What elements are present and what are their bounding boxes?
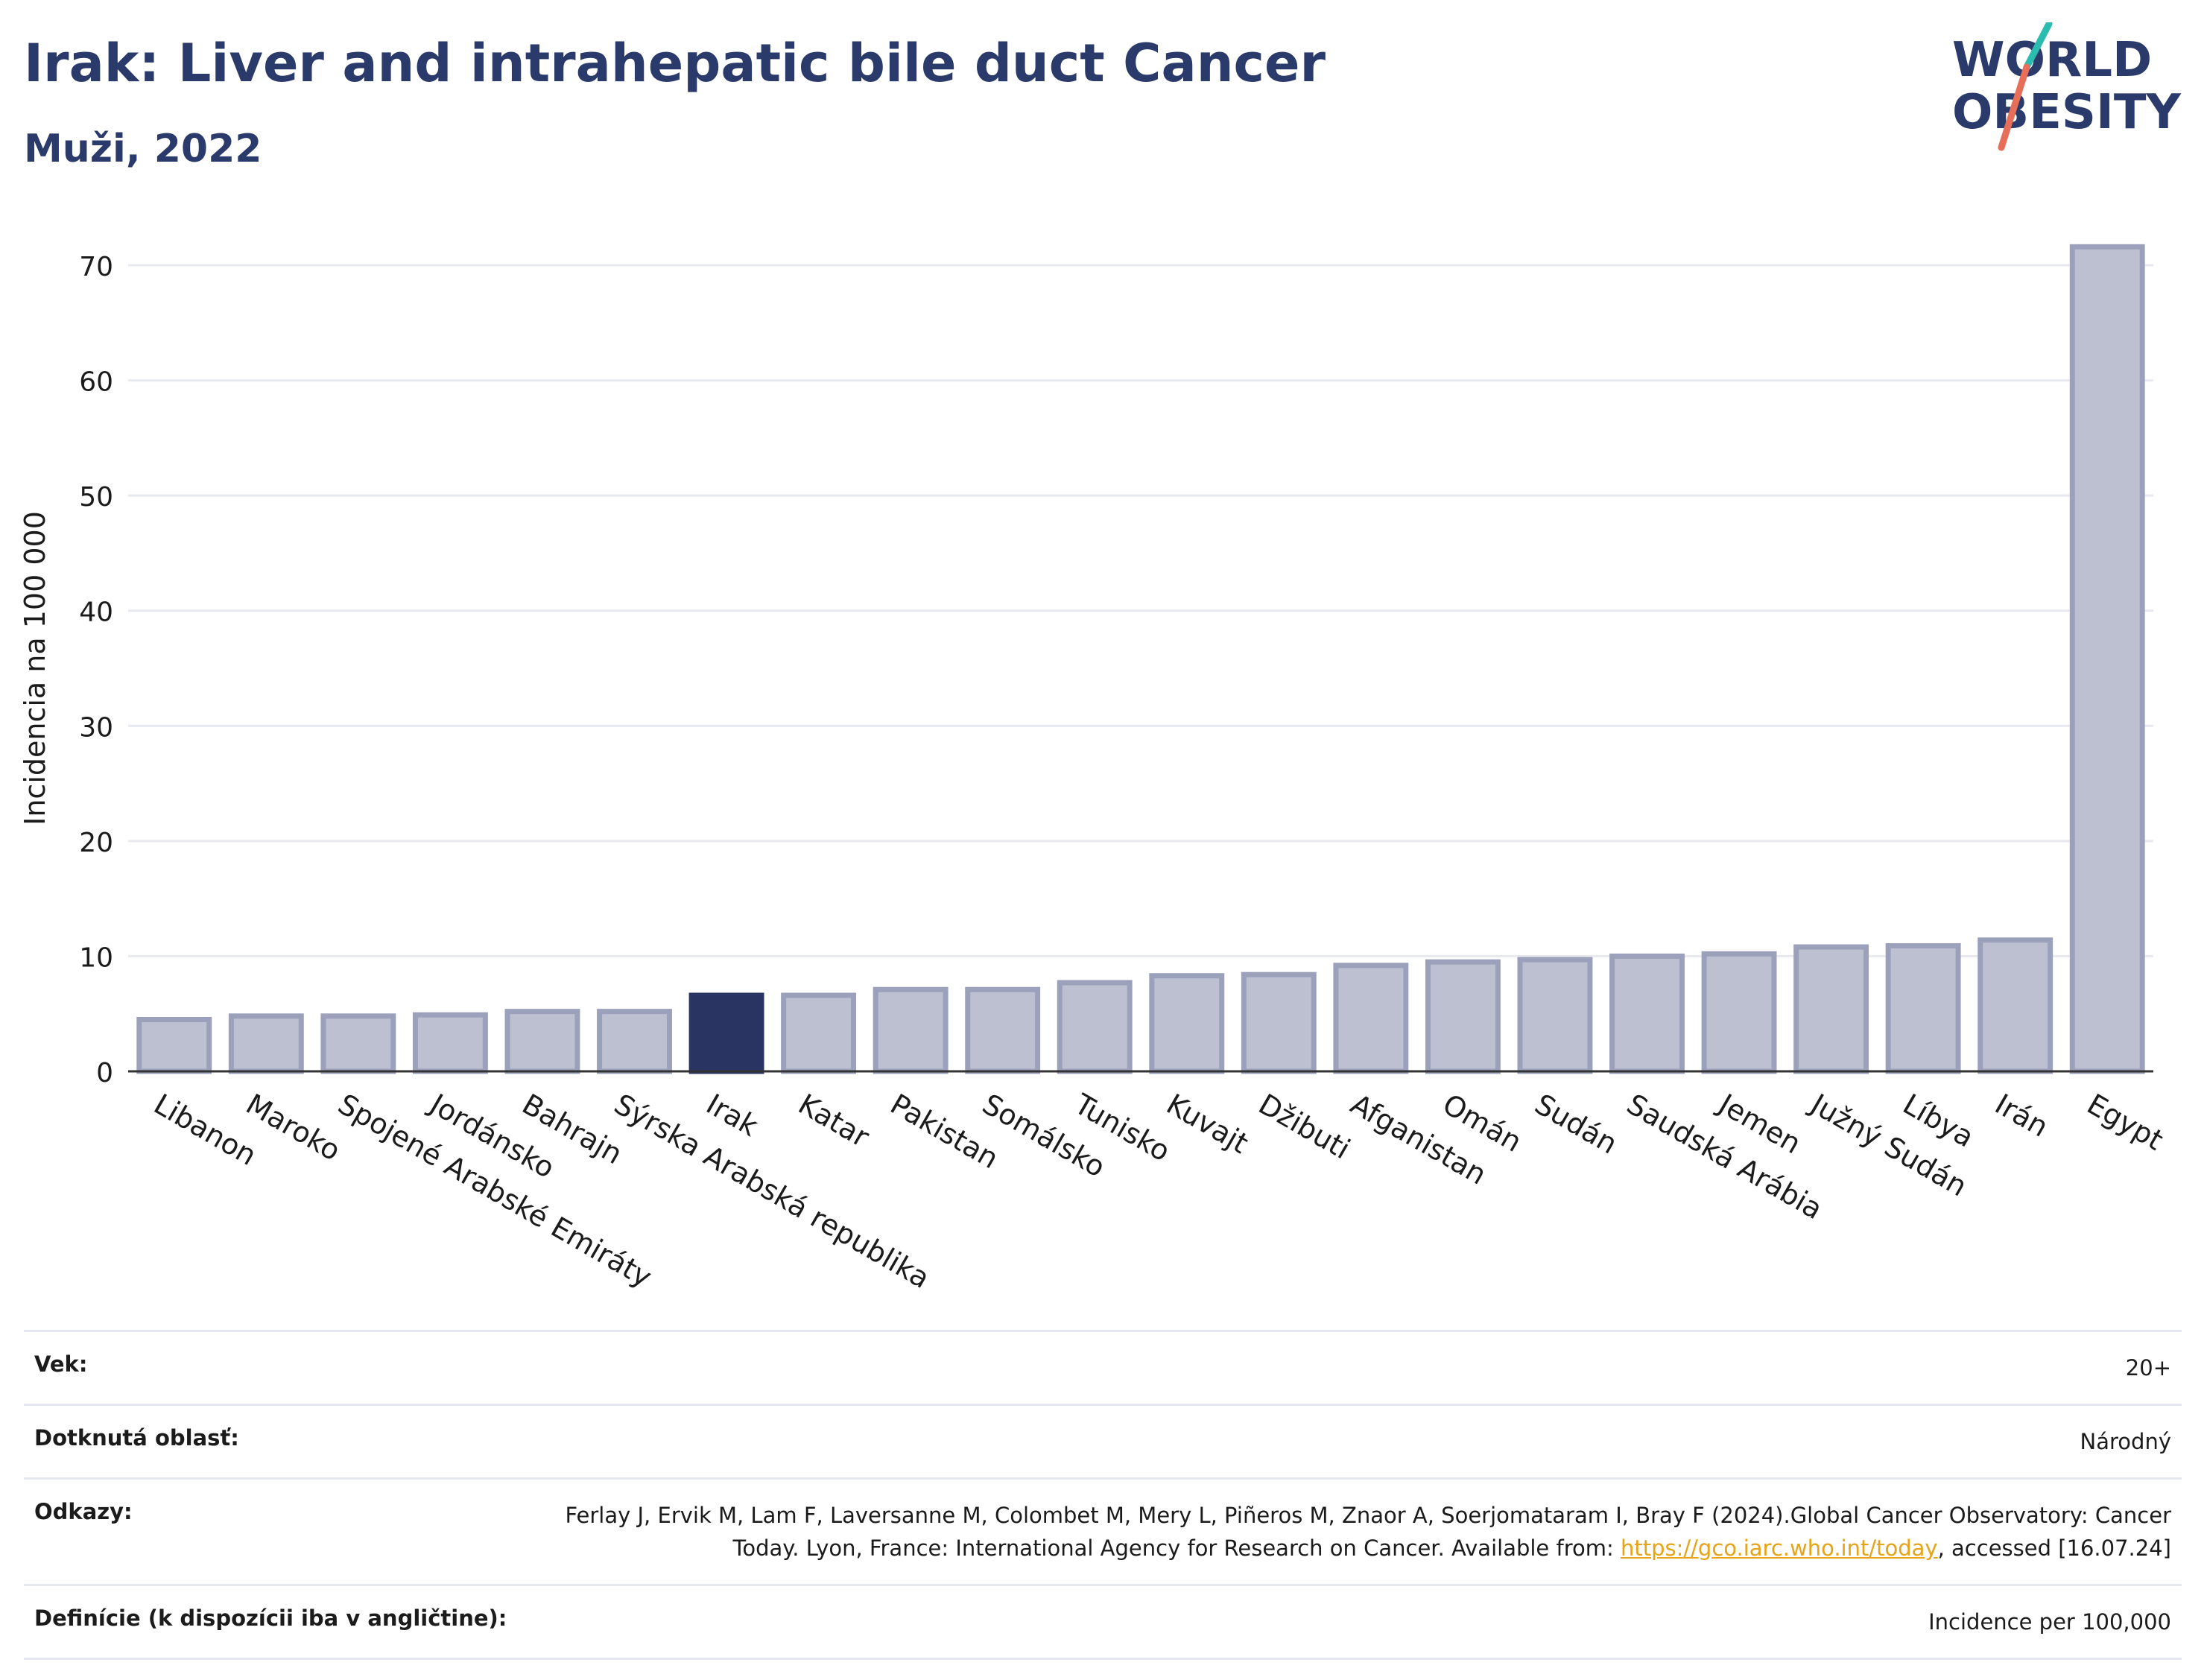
bar bbox=[1425, 959, 1501, 1074]
references-text-2: , accessed [16.07.24] bbox=[1937, 1535, 2171, 1561]
definitions-label: Definície (k dispozícii iba v angličtine… bbox=[34, 1605, 507, 1631]
y-tick-label: 30 bbox=[79, 712, 113, 743]
definitions-value: Incidence per 100,000 bbox=[1928, 1609, 2171, 1635]
y-axis-label: Incidencia na 100 000 bbox=[19, 511, 51, 825]
bar bbox=[1241, 971, 1317, 1074]
y-tick-label: 10 bbox=[79, 942, 113, 973]
area-label: Dotknutá oblasť: bbox=[34, 1425, 239, 1451]
grid-lines bbox=[128, 264, 2153, 957]
x-tick-label: Sudán bbox=[1529, 1088, 1623, 1161]
references-text-1: Ferlay J, Ervik M, Lam F, Laversanne M, … bbox=[565, 1503, 2171, 1561]
area-value: Národný bbox=[2080, 1429, 2171, 1454]
bar bbox=[1333, 963, 1409, 1074]
bar bbox=[136, 1016, 212, 1074]
bar bbox=[1701, 951, 1777, 1074]
x-tick-label: Džibuti bbox=[1253, 1088, 1356, 1166]
y-tick-label: 40 bbox=[79, 597, 113, 628]
bar bbox=[2069, 244, 2145, 1074]
age-label: Vek: bbox=[34, 1351, 88, 1377]
bar bbox=[965, 986, 1041, 1074]
bar bbox=[1057, 980, 1133, 1074]
bars bbox=[136, 244, 2145, 1074]
logo-slash-coral bbox=[1998, 63, 2030, 151]
meta-row-definitions: Definície (k dispozícii iba v angličtine… bbox=[24, 1584, 2182, 1660]
bar bbox=[688, 992, 764, 1074]
y-tick-label: 0 bbox=[96, 1058, 113, 1088]
bar bbox=[1885, 943, 1961, 1074]
y-tick-label: 50 bbox=[79, 482, 113, 513]
y-tick-label: 60 bbox=[79, 367, 113, 398]
bar bbox=[320, 1013, 396, 1074]
bar bbox=[1149, 973, 1225, 1074]
x-tick-label: Kuvajt bbox=[1161, 1088, 1253, 1160]
chart-subtitle: Muži, 2022 bbox=[24, 127, 262, 171]
bar bbox=[412, 1012, 488, 1074]
bar bbox=[1793, 944, 1869, 1074]
meta-row-references: Odkazy: Ferlay J, Ervik M, Lam F, Lavers… bbox=[24, 1477, 2182, 1584]
x-tick-label: Irán bbox=[1989, 1088, 2053, 1144]
world-obesity-logo: WORLD OBESITY bbox=[1952, 22, 2181, 151]
x-tick-label: Južný Sudán bbox=[1804, 1087, 1972, 1203]
metadata-table: Vek: 20+ Dotknutá oblasť: Národný Odkazy… bbox=[24, 1330, 2182, 1660]
bar bbox=[873, 986, 949, 1074]
logo-line-2: OBESITY bbox=[1952, 85, 2181, 140]
references-value: Ferlay J, Ervik M, Lam F, Laversanne M, … bbox=[510, 1499, 2171, 1565]
meta-row-age: Vek: 20+ bbox=[24, 1330, 2182, 1404]
bar bbox=[228, 1013, 304, 1074]
age-value: 20+ bbox=[2125, 1355, 2171, 1381]
x-tick-label: Katar bbox=[793, 1088, 875, 1154]
bar bbox=[1977, 937, 2053, 1074]
x-tick-label: Maroko bbox=[241, 1088, 346, 1167]
y-tick-label: 20 bbox=[79, 828, 113, 858]
bar bbox=[781, 992, 857, 1074]
logo-line-1: WORLD bbox=[1952, 33, 2152, 88]
bar bbox=[504, 1009, 580, 1074]
x-tick-label: Sýrska Arabská republika bbox=[609, 1088, 935, 1295]
x-tick-label: Irak bbox=[701, 1088, 764, 1143]
x-tick-label: Egypt bbox=[2082, 1088, 2169, 1157]
bar bbox=[1609, 953, 1685, 1074]
references-label: Odkazy: bbox=[34, 1499, 133, 1524]
y-tick-labels: 0 10 20 30 40 50 60 70 bbox=[79, 252, 113, 1088]
meta-row-area: Dotknutá oblasť: Národný bbox=[24, 1404, 2182, 1477]
y-tick-label: 70 bbox=[79, 252, 113, 282]
chart-title: Irak: Liver and intrahepatic bile duct C… bbox=[24, 33, 1326, 94]
bar bbox=[597, 1009, 672, 1074]
references-link[interactable]: https://gco.iarc.who.int/today bbox=[1620, 1535, 1938, 1561]
logo-slash-teal bbox=[2023, 22, 2053, 71]
x-tick-label: Libanon bbox=[148, 1088, 262, 1172]
bar bbox=[1517, 957, 1593, 1074]
